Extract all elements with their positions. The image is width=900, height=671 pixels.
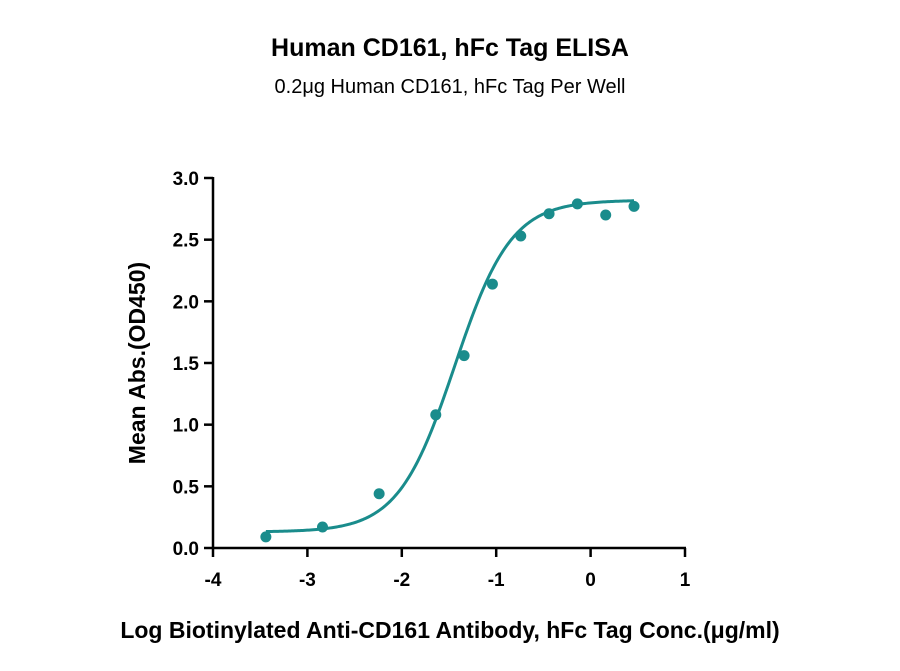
y-axis-label: Mean Abs.(OD450) (124, 262, 150, 464)
data-point (430, 409, 442, 421)
fit-curve (265, 199, 635, 534)
y-tick-label: 0.5 (173, 477, 200, 498)
data-point (486, 278, 498, 290)
data-point (458, 350, 470, 362)
data-point (317, 521, 329, 533)
x-axis-label: Log Biotinylated Anti-CD161 Antibody, hF… (120, 617, 779, 643)
data-point (628, 200, 640, 212)
y-tick-label: 1.5 (173, 354, 200, 375)
fit-curve-layer (265, 199, 635, 534)
y-axis: 0.0 0.5 1.0 1.5 2.0 2.5 3.0 (173, 169, 215, 560)
y-tick-label: 3.0 (173, 169, 199, 190)
x-tick-label: -3 (299, 570, 316, 591)
x-tick-label: 1 (680, 570, 691, 591)
data-point (373, 488, 385, 500)
x-tick-label: 0 (585, 570, 596, 591)
y-tick-label: 2.5 (173, 231, 200, 252)
data-point (571, 198, 583, 210)
data-point (515, 230, 527, 242)
data-point (600, 209, 612, 221)
y-tick-label: 0.0 (173, 539, 199, 560)
data-point (543, 208, 555, 220)
x-tick-label: -4 (205, 570, 222, 591)
y-tick-label: 2.0 (173, 292, 199, 313)
y-tick-label: 1.0 (173, 416, 199, 437)
chart-title: Human CD161, hFc Tag ELISA (271, 34, 629, 62)
chart-subtitle: 0.2μg Human CD161, hFc Tag Per Well (275, 76, 626, 98)
data-points-layer (260, 198, 640, 543)
data-point (260, 531, 272, 543)
x-tick-label: -2 (393, 570, 410, 591)
x-axis: -4 -3 -2 -1 0 1 (205, 546, 691, 591)
x-tick-label: -1 (488, 570, 505, 591)
